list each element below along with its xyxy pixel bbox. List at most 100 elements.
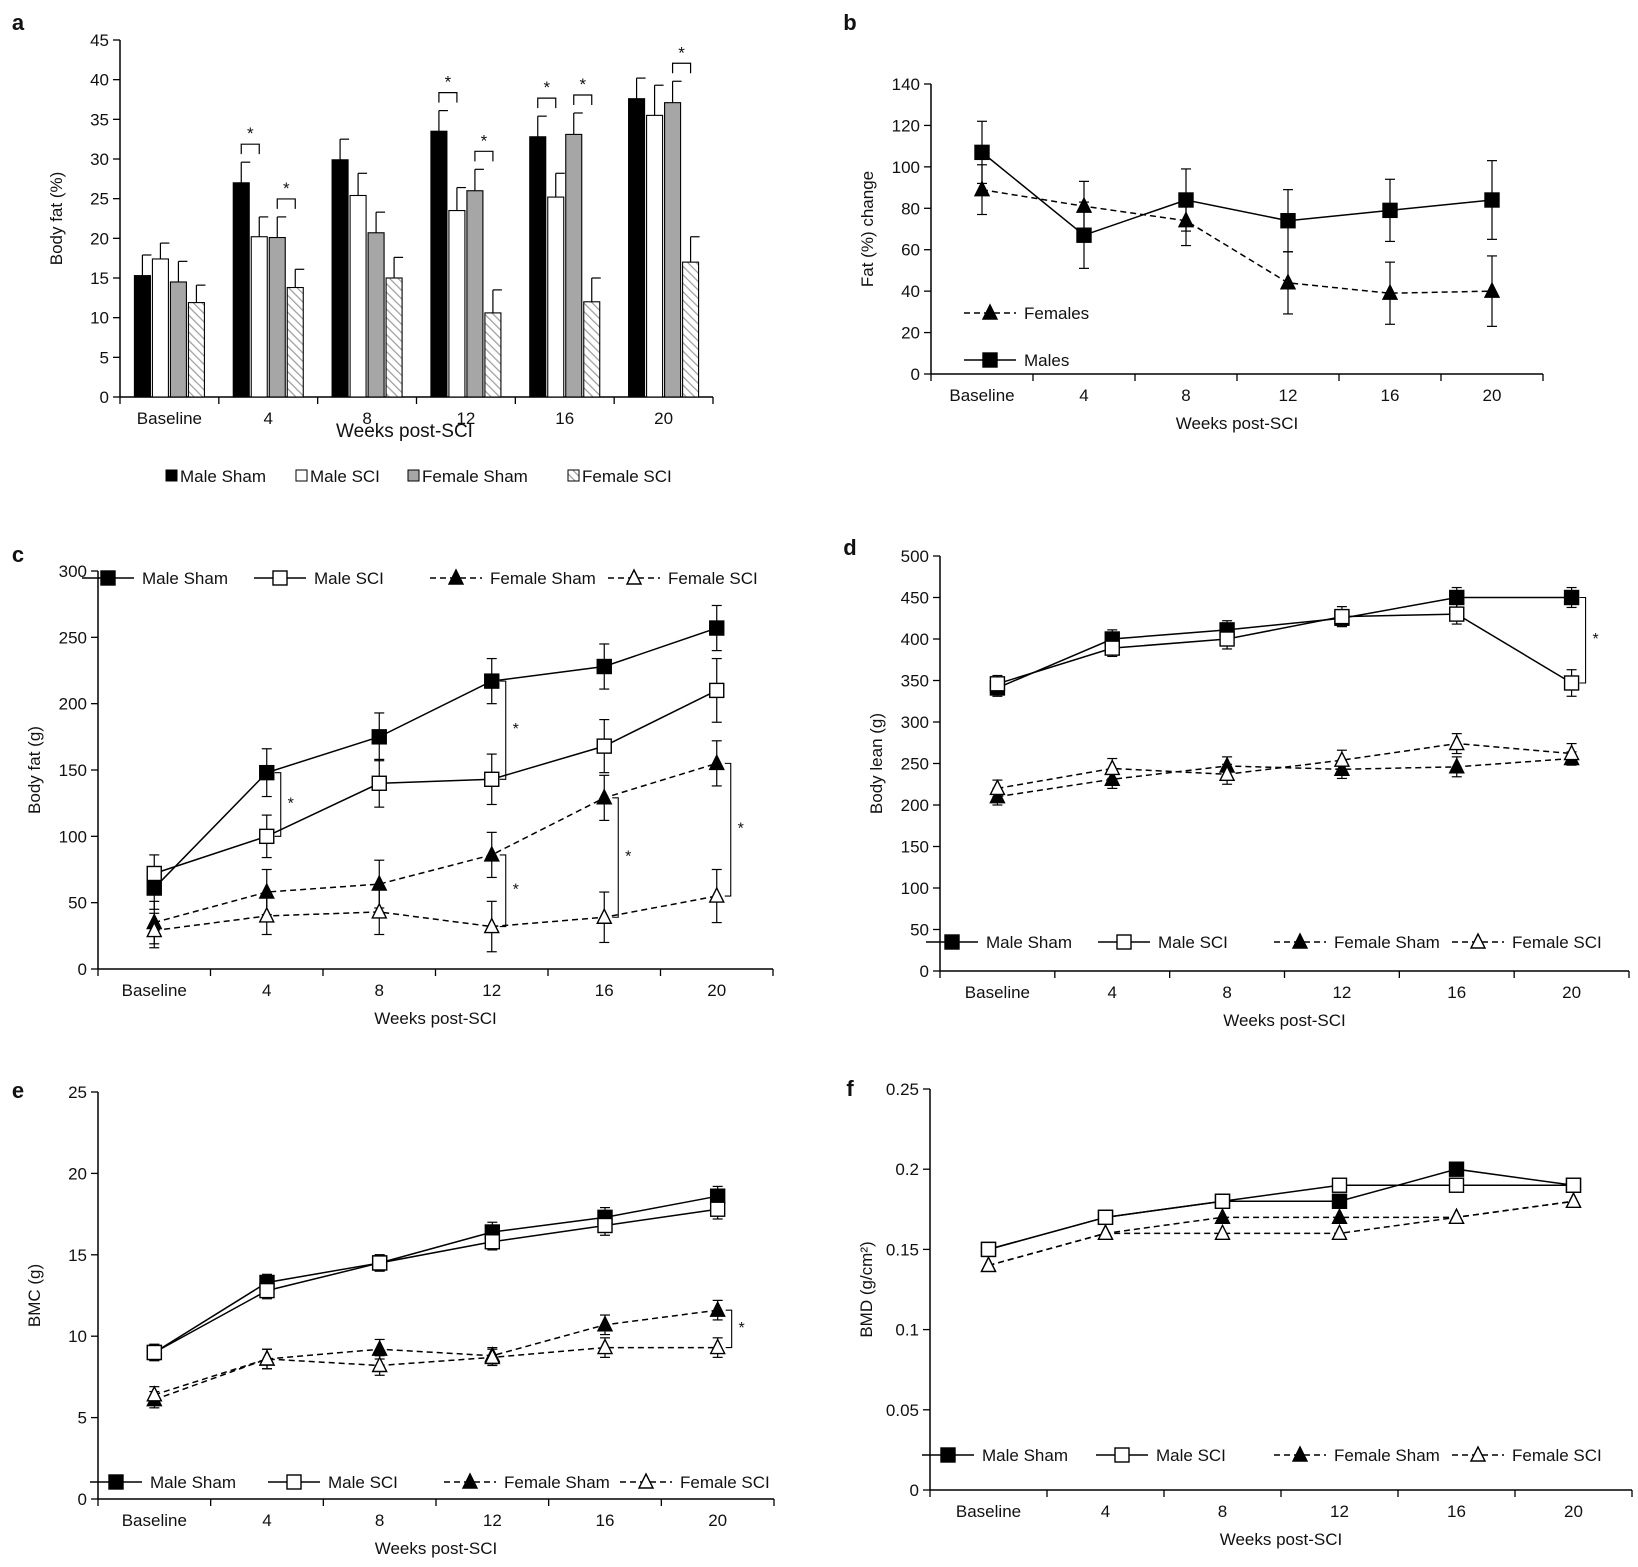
series-line — [988, 1200, 1574, 1267]
data-point — [1565, 1177, 1582, 1193]
significance-star: * — [445, 73, 452, 92]
data-point — [1104, 640, 1120, 656]
data-point — [371, 775, 387, 791]
data-point — [974, 144, 990, 161]
data-point — [1214, 1193, 1231, 1209]
y-tick-label: 50 — [910, 921, 929, 940]
data-point — [989, 778, 1006, 796]
data-point — [982, 352, 998, 368]
data-point — [1279, 273, 1297, 290]
panel-label-a: a — [12, 10, 25, 35]
series-line — [988, 1184, 1574, 1251]
legend-label: Male SCI — [310, 467, 380, 486]
legend-label: Male Sham — [180, 467, 266, 486]
y-tick-label: 100 — [892, 158, 920, 177]
data-point — [259, 764, 275, 781]
x-tick-label: 12 — [482, 981, 501, 1000]
y-tick-label: 5 — [100, 348, 109, 367]
y-tick-label: 0.2 — [895, 1160, 919, 1179]
x-tick-label: Baseline — [122, 981, 187, 1000]
data-point — [596, 788, 613, 805]
y-tick-label: 5 — [78, 1409, 87, 1428]
data-point — [461, 1472, 479, 1489]
x-tick-label: Baseline — [122, 1511, 187, 1530]
series-line — [997, 757, 1572, 798]
data-point — [1214, 1207, 1231, 1225]
panel-label-f: f — [846, 1076, 854, 1101]
series-line — [153, 627, 717, 889]
y-tick-label: 40 — [901, 282, 920, 301]
data-point — [1448, 734, 1465, 751]
y-tick-label: 30 — [90, 150, 109, 169]
bar — [547, 196, 565, 398]
x-tick-label: 12 — [483, 1511, 502, 1530]
x-tick-label: 8 — [1222, 983, 1231, 1002]
data-point — [980, 1255, 997, 1273]
data-point — [146, 920, 163, 938]
y-axis-title: BMD (g/cm²) — [857, 1241, 876, 1337]
y-tick-label: 500 — [901, 547, 929, 566]
y-tick-label: 40 — [90, 71, 109, 90]
y-axis-title: Body fat (g) — [25, 726, 44, 814]
data-point — [596, 907, 613, 924]
y-tick-label: 0 — [100, 388, 109, 407]
x-axis-title: Weeks post-SCI — [336, 421, 473, 442]
x-tick-label: 8 — [1218, 1502, 1227, 1521]
chart-c: c 0 50 100 150 200 250 300 Baseline 4 8 12 16 20 Body … — [12, 542, 774, 1028]
data-point — [108, 1474, 124, 1490]
data-point — [709, 1300, 726, 1317]
bar — [664, 102, 682, 398]
significance-star: * — [481, 131, 488, 150]
y-tick-label: 150 — [901, 838, 929, 857]
data-point — [371, 1255, 388, 1271]
legend-label: Male SCI — [328, 1473, 398, 1492]
y-tick-label: 15 — [68, 1246, 87, 1265]
chart-a: a 0 5 10 15 20 25 30 35 40 45 Baseline 4 8 12 16 20 Body … — [12, 10, 714, 486]
legend-label: Male Sham — [150, 1473, 236, 1492]
x-tick-label: 4 — [262, 981, 271, 1000]
legend-label: Female Sham — [490, 569, 596, 588]
bar — [529, 136, 547, 398]
data-point — [1381, 283, 1399, 300]
y-tick-label: 150 — [59, 761, 87, 780]
significance-star: * — [543, 78, 550, 97]
series-line — [988, 1200, 1574, 1267]
legend-label: Female Sham — [422, 467, 528, 486]
y-tick-label: 100 — [59, 827, 87, 846]
significance-star: * — [678, 43, 685, 62]
data-point — [1469, 932, 1487, 949]
significance-bracket — [573, 94, 593, 105]
y-tick-label: 15 — [90, 269, 109, 288]
data-point — [709, 1201, 726, 1217]
bar — [286, 286, 304, 398]
series-line — [154, 762, 717, 924]
data-point — [1484, 192, 1500, 208]
significance-bracket — [499, 680, 507, 780]
y-tick-label: 250 — [901, 755, 929, 774]
legend-swatch — [567, 469, 580, 482]
x-tick-label: Baseline — [949, 386, 1014, 405]
bar — [133, 275, 151, 398]
y-tick-label: 0.1 — [895, 1321, 919, 1340]
bar — [187, 302, 205, 398]
series-line — [988, 1168, 1574, 1251]
data-point — [483, 916, 500, 934]
legend-label: Male Sham — [142, 569, 228, 588]
data-point — [1563, 743, 1580, 761]
significance-bracket — [276, 198, 296, 209]
chart-f: f 0 0.05 0.1 0.15 0.2 0.25 Baseline 4 8 12 16 20 BMD … — [846, 1076, 1633, 1549]
x-tick-label: 16 — [1447, 983, 1466, 1002]
x-axis-title: Weeks post-SCI — [374, 1009, 497, 1028]
data-point — [1291, 1445, 1309, 1462]
x-tick-label: 16 — [595, 981, 614, 1000]
y-tick-label: 0.15 — [886, 1240, 919, 1259]
data-point — [709, 620, 725, 636]
x-tick-label: 4 — [262, 1511, 271, 1530]
y-tick-label: 140 — [892, 75, 920, 94]
x-tick-label: 20 — [1562, 983, 1581, 1002]
data-point — [980, 1241, 997, 1258]
data-point — [1469, 1445, 1487, 1462]
data-point — [708, 753, 725, 771]
panel-label-d: d — [843, 535, 856, 560]
data-point — [1331, 1207, 1348, 1225]
